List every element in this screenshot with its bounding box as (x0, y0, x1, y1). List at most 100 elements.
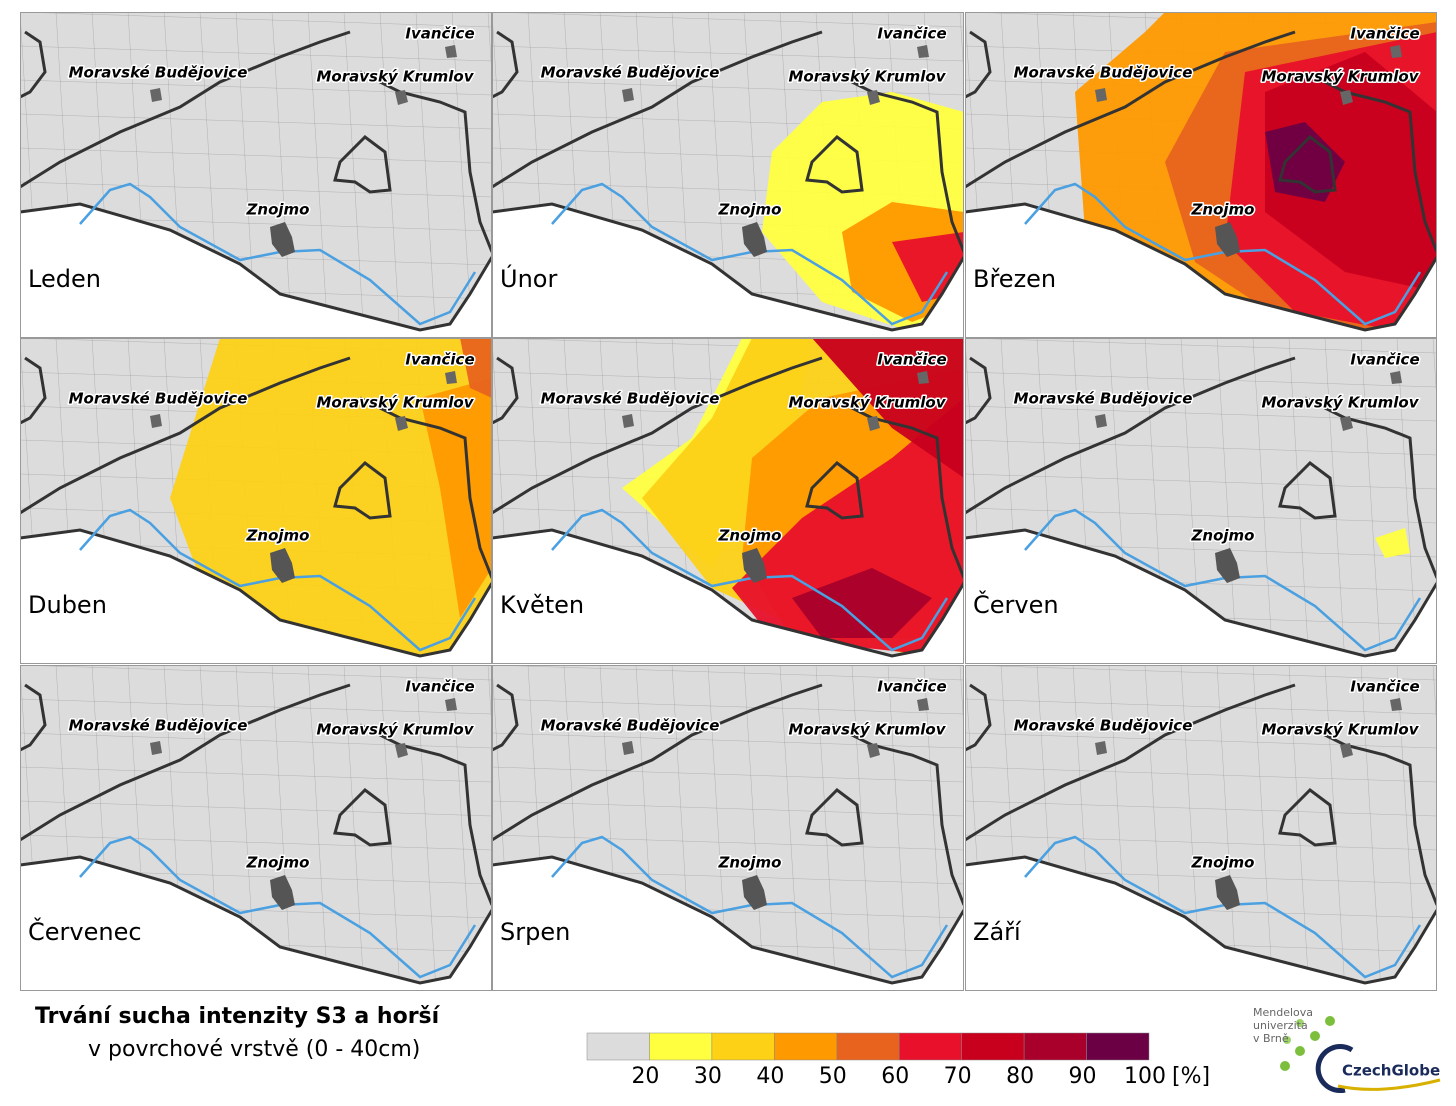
month-label: Srpen (500, 918, 570, 946)
month-label: Červenec (28, 916, 142, 946)
town-label: Ivančice (877, 678, 946, 696)
mendelu-text: Mendelova (1253, 1006, 1313, 1019)
town-area (1340, 743, 1353, 758)
czechglobe-text: CzechGlobe (1342, 1062, 1440, 1080)
district-line (965, 371, 1437, 388)
region-border (20, 202, 492, 332)
town-area (867, 743, 880, 758)
district-line (20, 79, 492, 96)
river (79, 508, 477, 652)
map-panel: Ivančice Moravské Budějovice Moravský Krum… (492, 338, 964, 664)
town-area (445, 45, 457, 58)
outside-area (20, 857, 492, 991)
town-area (1390, 698, 1402, 711)
region-border (492, 683, 519, 752)
town-area (917, 371, 929, 384)
district-line (1288, 338, 1310, 664)
town-area (1215, 875, 1240, 910)
legend-tick-label: 40 (756, 1064, 784, 1089)
district-line (492, 732, 964, 749)
drought-area (420, 378, 492, 618)
town-label: Moravské Budějovice (69, 717, 248, 735)
town-label: Moravský Krumlov (1262, 394, 1420, 412)
town-area (1095, 414, 1107, 428)
panel-frame (965, 12, 1437, 338)
region-border (492, 30, 823, 189)
town-area (742, 548, 767, 583)
river (1024, 835, 1422, 979)
district-line (307, 12, 329, 338)
town-label: Znojmo (1191, 201, 1255, 219)
region-border (965, 855, 1437, 985)
legend-swatch (586, 1032, 650, 1061)
district-line (492, 698, 964, 715)
map-panel: Ivančice Moravské Budějovice Moravský Krum… (965, 665, 1437, 991)
region-border (492, 528, 964, 658)
region-border (965, 528, 1437, 658)
district-line (965, 507, 1437, 524)
outside-area (492, 857, 964, 991)
legend-swatch (1086, 1032, 1150, 1061)
map-panel: Ivančice Moravské Budějovice Moravský Krum… (20, 338, 492, 664)
legend-tick-label: 50 (819, 1064, 847, 1089)
district-line (343, 665, 365, 991)
town-area (1390, 45, 1402, 58)
map-panel: Ivančice Moravské Budějovice Moravský Krum… (965, 338, 1437, 664)
legend: 20 30 40 50 60 70 80 90 100 (586, 1032, 1166, 1089)
map-panel: Ivančice Moravské Budějovice Moravský Krum… (20, 12, 492, 338)
district-line (415, 12, 437, 338)
region-border (492, 202, 964, 332)
district-line (743, 665, 765, 991)
river (551, 182, 949, 326)
river (1024, 508, 1422, 652)
map-panel: Ivančice Moravské Budějovice Moravský Krum… (965, 12, 1437, 338)
district-line (379, 665, 401, 991)
outside-area (492, 530, 964, 664)
subtitle: v povrchové vrstvě (0 - 40cm) (88, 1037, 420, 1062)
district-line (20, 12, 492, 28)
legend-tick-label: 90 (1069, 1064, 1097, 1089)
district-line (20, 698, 492, 715)
district-line (965, 338, 1437, 354)
legend-tick-label: 70 (944, 1064, 972, 1089)
district-line (965, 405, 1437, 422)
district-line (851, 665, 873, 991)
panel-frame (492, 12, 964, 338)
region-border (20, 528, 492, 658)
district-line (965, 766, 1437, 783)
town-label: Znojmo (1191, 854, 1255, 872)
month-label: Únor (500, 263, 557, 293)
town-area (270, 548, 295, 583)
district-line (343, 12, 365, 338)
district-line (1324, 338, 1346, 664)
panel-frame (20, 12, 492, 338)
district-line (965, 732, 1437, 749)
river (551, 508, 949, 652)
region-border (20, 683, 351, 842)
district-line (965, 698, 1437, 715)
town-area (917, 698, 929, 711)
district-line (1360, 665, 1382, 991)
town-label: Ivančice (405, 25, 474, 43)
district-line (492, 665, 964, 681)
legend-tick-label: 80 (1006, 1064, 1034, 1089)
district-line (1216, 338, 1238, 664)
town-area (150, 414, 162, 428)
legend-swatch (711, 1032, 775, 1061)
district-line (20, 665, 492, 681)
district-border (333, 788, 392, 847)
legend-tick-label: 60 (881, 1064, 909, 1089)
region-border (20, 30, 47, 99)
town-area (395, 743, 408, 758)
district-border (333, 135, 392, 194)
legend-swatch (836, 1032, 900, 1061)
legend-swatch (774, 1032, 838, 1061)
town-label: Znojmo (246, 201, 310, 219)
month-label: Září (973, 918, 1022, 946)
region-border (965, 30, 1296, 189)
town-area (622, 741, 634, 755)
town-area (270, 875, 295, 910)
town-label: Znojmo (246, 854, 310, 872)
region-border (492, 683, 823, 842)
title: Trvání sucha intenzity S3 a horší (35, 1004, 441, 1029)
